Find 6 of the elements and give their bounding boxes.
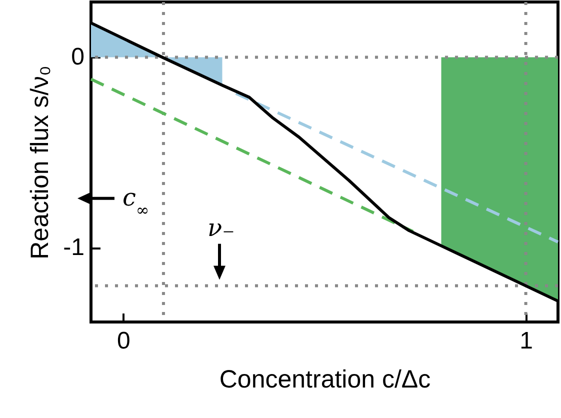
ref-line-label: ν₋ (207, 214, 235, 242)
y-axis-title: Reaction flux s/ν₀ (26, 66, 54, 260)
x-tick-label: 1 (520, 328, 533, 354)
y-tick-label: -1 (63, 234, 84, 262)
ref-line-label: c$_{∞}$ (122, 183, 150, 219)
x-axis-title: Concentration c/Δc (219, 366, 431, 394)
